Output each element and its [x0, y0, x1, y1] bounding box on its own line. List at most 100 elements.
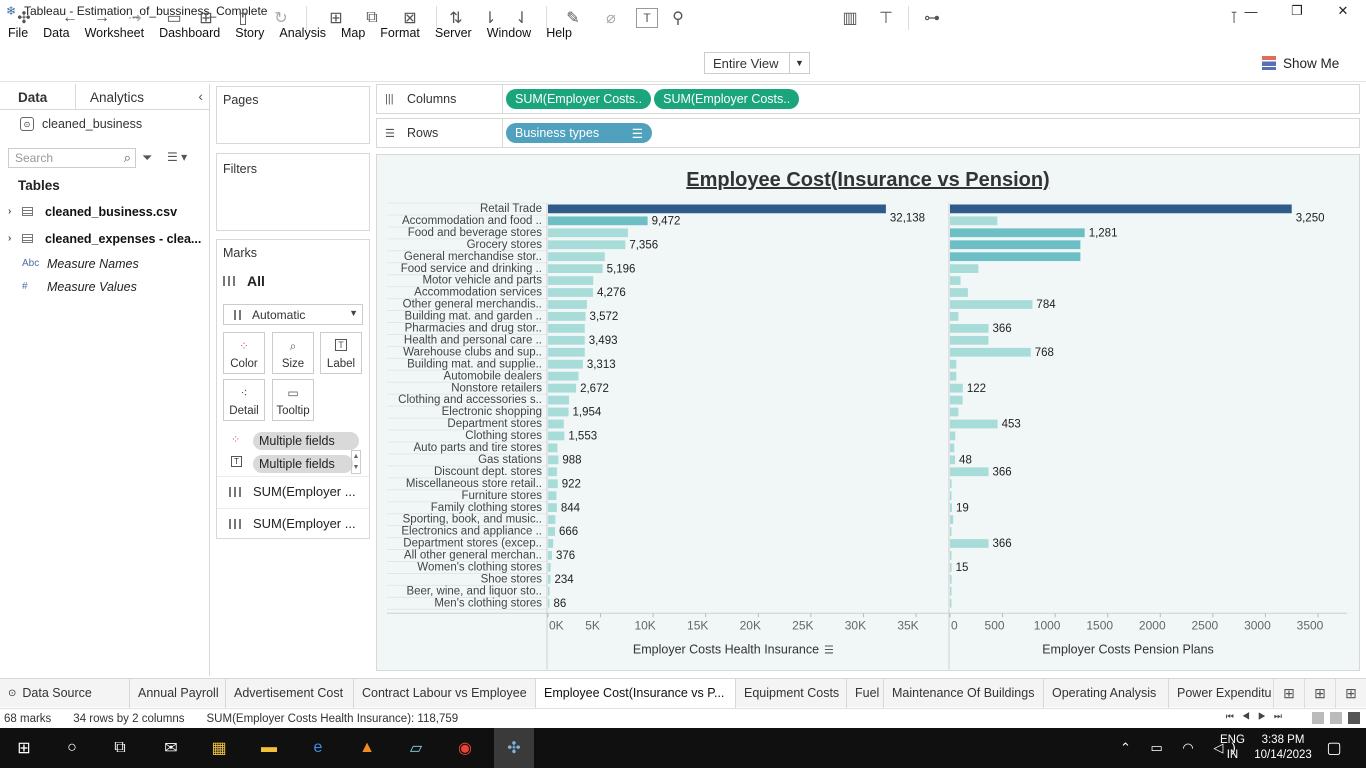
- menu-server[interactable]: Server: [434, 26, 472, 40]
- undo-icon[interactable]: ←: [62, 9, 78, 26]
- filmstrip-icon[interactable]: [1330, 712, 1342, 724]
- tab-operating-analysis[interactable]: Operating Analysis: [1044, 678, 1169, 708]
- tab-contract-labour[interactable]: Contract Labour vs Employee: [354, 678, 536, 708]
- mark-type-select[interactable]: Automatic ▼: [223, 304, 363, 325]
- measure-values-field[interactable]: # Measure Values: [0, 275, 209, 298]
- vlc-icon[interactable]: ▲: [359, 739, 375, 756]
- detail-button[interactable]: ⁖ Detail: [223, 379, 265, 421]
- chevron-right-icon[interactable]: ›: [8, 206, 12, 217]
- new-dashboard-icon[interactable]: ⊞: [1304, 679, 1335, 708]
- tab-maintenance[interactable]: Maintenance Of Buildings: [884, 678, 1044, 708]
- scroll-arrows-icon[interactable]: ▲ ▼: [351, 450, 361, 474]
- mail-icon[interactable]: ✉: [164, 740, 178, 757]
- menu-file[interactable]: File: [8, 26, 29, 40]
- menu-window[interactable]: Window: [486, 26, 532, 40]
- tab-advertisement-cost[interactable]: Advertisement Cost: [226, 678, 354, 708]
- new-story-icon[interactable]: ⊞: [1335, 679, 1366, 708]
- fit-view-select[interactable]: Entire View ▼: [704, 52, 810, 74]
- filters-card[interactable]: Filters: [216, 153, 370, 231]
- tabs-view-icon[interactable]: [1348, 712, 1360, 724]
- tooltip-button[interactable]: ▭ Tooltip: [272, 379, 314, 421]
- windows-start-icon[interactable]: ⊞: [17, 740, 31, 757]
- pages-card[interactable]: Pages: [216, 86, 370, 144]
- measure-pill-row[interactable]: SUM(Employer ...: [217, 476, 369, 506]
- notes-icon[interactable]: ▱: [409, 740, 423, 757]
- chevron-down-icon[interactable]: ▼: [349, 308, 358, 318]
- fix-axes-icon[interactable]: ⚲: [672, 10, 684, 27]
- presentation-mode-icon[interactable]: ⊤: [879, 10, 893, 27]
- tab-equipment-costs[interactable]: Equipment Costs: [736, 678, 847, 708]
- tab-analytics[interactable]: Analytics: [90, 89, 145, 105]
- redo-icon[interactable]: →: [94, 9, 110, 26]
- measure-names-field[interactable]: Abc Measure Names: [0, 252, 209, 275]
- table-item[interactable]: › cleaned_business.csv: [0, 198, 209, 225]
- sort-descending-icon[interactable]: ⇃: [515, 10, 529, 27]
- clear-sheet-icon[interactable]: ⊠: [403, 10, 417, 27]
- datasource-item[interactable]: ⊙ cleaned_business: [0, 110, 209, 138]
- menu-analysis[interactable]: Analysis: [279, 26, 326, 40]
- columns-pill-insurance[interactable]: SUM(Employer Costs..: [506, 89, 652, 109]
- label-button[interactable]: T Label: [320, 332, 362, 374]
- chrome-icon[interactable]: ◉: [458, 740, 472, 757]
- tableau-home-icon[interactable]: ✣: [17, 10, 31, 27]
- notifications-icon[interactable]: ▢: [1326, 740, 1342, 757]
- group-members-icon[interactable]: ⌀: [606, 10, 616, 27]
- menu-format[interactable]: Format: [380, 26, 420, 40]
- menu-worksheet[interactable]: Worksheet: [84, 26, 145, 40]
- new-worksheet-icon[interactable]: ⊞: [329, 10, 343, 27]
- tab-power-expenditure[interactable]: Power Expenditu: [1177, 686, 1271, 700]
- new-worksheet-icon[interactable]: ⊞: [1273, 679, 1304, 708]
- restore-button[interactable]: ❐: [1291, 3, 1303, 18]
- tab-data[interactable]: Data: [0, 84, 76, 110]
- search-input[interactable]: Search ⌕: [8, 148, 136, 168]
- clock[interactable]: 3:38 PM 10/14/2023: [1252, 728, 1314, 768]
- sort-ascending-icon[interactable]: ⇂: [483, 10, 497, 27]
- duplicate-sheet-icon[interactable]: ⧉: [366, 9, 378, 26]
- tableau-taskbar-icon[interactable]: ✣: [494, 728, 534, 768]
- chevron-down-icon[interactable]: ▼: [789, 53, 809, 73]
- multiple-fields-label-pill[interactable]: Multiple fields: [253, 455, 353, 473]
- edge-icon[interactable]: e: [313, 739, 323, 756]
- sheet-navigation[interactable]: ⏮◀▶⏭: [1225, 711, 1290, 721]
- store-icon[interactable]: ▦: [211, 740, 227, 757]
- show-me-button[interactable]: Show Me: [1262, 53, 1339, 73]
- refresh-icon[interactable]: ↻: [274, 10, 288, 27]
- columns-shelf[interactable]: ||| Columns SUM(Employer Costs.. SUM(Emp…: [376, 84, 1360, 114]
- sort-icon[interactable]: ☰: [631, 126, 643, 141]
- filter-icon[interactable]: ⏷: [142, 150, 153, 165]
- swap-icon[interactable]: ⇢: [128, 10, 142, 27]
- menu-story[interactable]: Story: [235, 26, 265, 40]
- menu-help[interactable]: Help: [546, 26, 572, 40]
- show-cards-icon[interactable]: ▥: [842, 10, 858, 27]
- tab-data-source[interactable]: ⊙ Data Source: [0, 678, 130, 708]
- share-icon[interactable]: ⊶: [924, 10, 940, 27]
- highlight-icon[interactable]: ✎: [566, 10, 580, 27]
- system-tray-icons[interactable]: ⌃ ▭ ◠ ◁): [1120, 740, 1244, 755]
- format-painter-icon[interactable]: ⊺: [1229, 10, 1239, 27]
- file-explorer-icon[interactable]: ▬: [261, 739, 277, 756]
- collapse-pane-icon[interactable]: ‹: [198, 88, 203, 104]
- measure-pill-row[interactable]: SUM(Employer ...: [217, 508, 369, 538]
- task-view-icon[interactable]: ⧉: [114, 739, 126, 756]
- menu-dashboard[interactable]: Dashboard: [159, 26, 221, 40]
- rows-shelf[interactable]: ☰ Rows Business types ☰: [376, 118, 1360, 148]
- multiple-fields-color-pill[interactable]: Multiple fields: [253, 432, 359, 450]
- marks-all-tab[interactable]: All: [223, 273, 265, 289]
- rows-pill-business-types[interactable]: Business types ☰: [506, 123, 652, 143]
- minimize-button[interactable]: —: [1244, 3, 1258, 19]
- language-indicator[interactable]: ENG IN: [1220, 728, 1245, 768]
- search-icon[interactable]: ○: [67, 739, 77, 756]
- color-button[interactable]: ⁘ Color: [223, 332, 265, 374]
- save-icon[interactable]: ▭: [166, 10, 182, 27]
- tab-annual-payroll[interactable]: Annual Payroll: [130, 678, 226, 708]
- new-datasource-icon[interactable]: ⊞: [199, 10, 213, 27]
- tab-fuel[interactable]: Fuel: [847, 678, 884, 708]
- show-mark-labels-icon[interactable]: T: [636, 8, 658, 28]
- tab-employee-cost[interactable]: Employee Cost(Insurance vs P...: [536, 678, 736, 708]
- menu-data[interactable]: Data: [43, 26, 70, 40]
- columns-pill-pension[interactable]: SUM(Employer Costs..: [654, 89, 800, 109]
- chevron-right-icon[interactable]: ›: [8, 233, 12, 244]
- size-button[interactable]: ⌕ Size: [272, 332, 314, 374]
- close-button[interactable]: ✕: [1337, 3, 1349, 18]
- table-item[interactable]: › cleaned_expenses - clea...: [0, 225, 209, 252]
